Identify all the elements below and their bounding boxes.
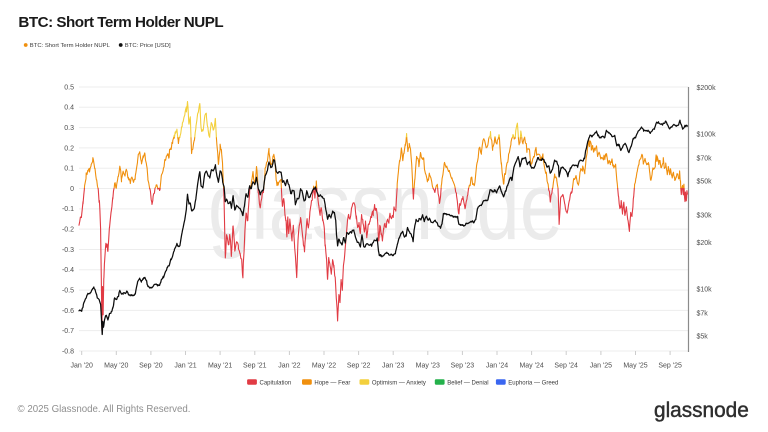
svg-text:May '24: May '24	[519, 363, 543, 370]
svg-text:May '25: May '25	[623, 363, 647, 370]
svg-text:-0.7: -0.7	[62, 328, 74, 335]
svg-text:glassnode: glassnode	[654, 399, 749, 422]
svg-text:Sep '23: Sep '23	[451, 363, 475, 370]
svg-text:glassnode: glassnode	[208, 153, 563, 260]
svg-text:Jan '24: Jan '24	[486, 363, 508, 370]
svg-text:May '20: May '20	[104, 363, 128, 370]
svg-text:BTC: Price [USD]: BTC: Price [USD]	[125, 43, 171, 49]
svg-text:© 2025 Glassnode. All Rights R: © 2025 Glassnode. All Rights Reserved.	[18, 404, 191, 415]
svg-text:$70k: $70k	[697, 156, 713, 163]
svg-text:0.4: 0.4	[64, 105, 74, 112]
svg-text:$5k: $5k	[697, 333, 709, 340]
svg-text:May '22: May '22	[312, 363, 336, 370]
svg-text:Optimism — Anxiety: Optimism — Anxiety	[372, 381, 426, 387]
svg-text:Jan '22: Jan '22	[278, 363, 300, 370]
svg-text:BTC: Short Term Holder NUPL: BTC: Short Term Holder NUPL	[18, 14, 223, 31]
svg-text:-0.3: -0.3	[62, 247, 74, 254]
svg-text:$20k: $20k	[697, 240, 713, 247]
svg-text:0.3: 0.3	[64, 125, 74, 132]
svg-text:May '23: May '23	[416, 363, 440, 370]
svg-text:Hope — Fear: Hope — Fear	[314, 381, 350, 387]
svg-text:BTC: Short Term Holder NUPL: BTC: Short Term Holder NUPL	[30, 43, 111, 49]
svg-text:Jan '23: Jan '23	[382, 363, 404, 370]
svg-text:-0.2: -0.2	[62, 227, 74, 234]
svg-text:May '21: May '21	[208, 363, 232, 370]
svg-text:-0.5: -0.5	[62, 288, 74, 295]
svg-text:-0.1: -0.1	[62, 206, 74, 213]
svg-text:$100k: $100k	[697, 132, 717, 139]
svg-text:0.2: 0.2	[64, 145, 74, 152]
svg-text:0.5: 0.5	[64, 84, 74, 91]
svg-text:-0.8: -0.8	[62, 348, 74, 355]
svg-text:$200k: $200k	[697, 85, 717, 92]
svg-text:Sep '20: Sep '20	[139, 363, 163, 370]
svg-text:Sep '24: Sep '24	[554, 363, 578, 370]
svg-text:0.1: 0.1	[64, 166, 74, 173]
svg-text:Sep '22: Sep '22	[347, 363, 371, 370]
svg-text:$30k: $30k	[697, 213, 713, 220]
svg-text:0: 0	[70, 186, 74, 193]
svg-text:Jan '25: Jan '25	[590, 363, 612, 370]
svg-text:Belief — Denial: Belief — Denial	[447, 381, 488, 387]
svg-text:-0.4: -0.4	[62, 267, 74, 274]
svg-text:Euphoria — Greed: Euphoria — Greed	[508, 381, 558, 387]
svg-text:Sep '25: Sep '25	[658, 363, 682, 370]
svg-text:$7k: $7k	[697, 311, 709, 318]
svg-text:$10k: $10k	[697, 287, 713, 294]
svg-text:Jan '20: Jan '20	[71, 363, 93, 370]
svg-text:-0.6: -0.6	[62, 308, 74, 315]
svg-text:$50k: $50k	[697, 178, 713, 185]
svg-text:Sep '21: Sep '21	[243, 363, 267, 370]
svg-text:Jan '21: Jan '21	[174, 363, 196, 370]
svg-text:Capitulation: Capitulation	[260, 381, 292, 387]
